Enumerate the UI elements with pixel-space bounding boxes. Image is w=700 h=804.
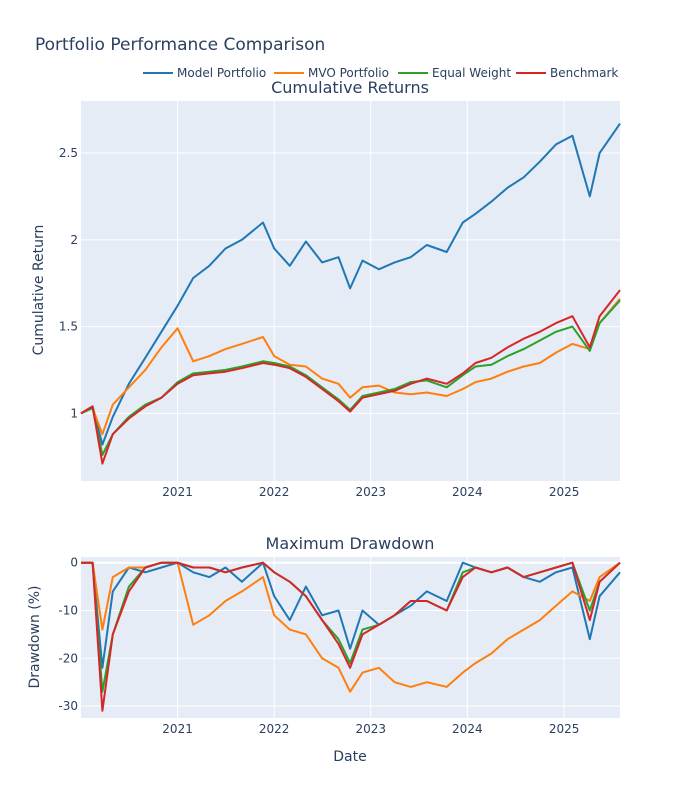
legend-label-model: Model Portfolio <box>177 66 266 80</box>
drawdown-y-tick-label: -20 <box>58 651 78 665</box>
cumulative-x-tick-label: 2025 <box>549 485 580 499</box>
cumulative-returns-subtitle: Cumulative Returns <box>271 78 429 97</box>
drawdown-y-tick-label: -30 <box>58 699 78 713</box>
cumulative-y-tick-label: 2 <box>70 233 78 247</box>
x-axis-title: Date <box>333 749 366 765</box>
drawdown-subtitle: Maximum Drawdown <box>266 534 435 553</box>
cumulative-line-mvo[interactable] <box>80 298 621 436</box>
cumulative-x-tick-label: 2023 <box>355 485 386 499</box>
legend-label-mvo: MVO Portfolio <box>308 66 389 80</box>
drawdown-line-benchmark[interactable] <box>81 561 621 712</box>
cumulative-returns-y-axis-title: Cumulative Return <box>31 225 47 356</box>
cumulative-plot-background <box>81 101 620 481</box>
chart-title: Portfolio Performance Comparison <box>35 35 325 55</box>
drawdown-x-tick-label: 2023 <box>355 722 386 736</box>
drawdown-y-tick-label: 0 <box>70 556 78 570</box>
drawdown-y-axis-title: Drawdown (%) <box>27 585 43 688</box>
legend-item-mvo[interactable]: MVO Portfolio <box>274 66 389 80</box>
drawdown-x-tick-label: 2024 <box>452 722 483 736</box>
cumulative-returns-plot[interactable]: 2021 2022 2023 2024 2025 1 1.5 2 2.5 <box>59 101 621 499</box>
drawdown-line-model[interactable] <box>81 561 621 669</box>
drawdown-x-tick-label: 2021 <box>162 722 193 736</box>
cumulative-x-tick-label: 2024 <box>452 485 483 499</box>
legend-item-model[interactable]: Model Portfolio <box>143 66 266 80</box>
cumulative-x-tick-label: 2022 <box>259 485 290 499</box>
drawdown-x-tick-label: 2025 <box>549 722 580 736</box>
legend-label-equal: Equal Weight <box>432 66 511 80</box>
cumulative-y-tick-label: 1 <box>70 406 78 420</box>
legend-label-benchmark: Benchmark <box>550 66 618 80</box>
drawdown-x-tick-label: 2022 <box>259 722 290 736</box>
cumulative-y-tick-label: 2.5 <box>59 146 78 160</box>
legend-item-benchmark[interactable]: Benchmark <box>516 66 618 80</box>
legend[interactable]: Model Portfolio MVO Portfolio Equal Weig… <box>143 66 618 80</box>
cumulative-line-benchmark[interactable] <box>80 289 621 465</box>
drawdown-plot[interactable]: 2021 2022 2023 2024 2025 0 -10 -20 -30 <box>58 556 621 736</box>
cumulative-y-tick-label: 1.5 <box>59 320 78 334</box>
cumulative-line-model[interactable] <box>80 123 621 446</box>
drawdown-y-tick-label: -10 <box>58 604 78 618</box>
cumulative-x-tick-label: 2021 <box>162 485 193 499</box>
legend-item-equal[interactable]: Equal Weight <box>398 66 511 80</box>
